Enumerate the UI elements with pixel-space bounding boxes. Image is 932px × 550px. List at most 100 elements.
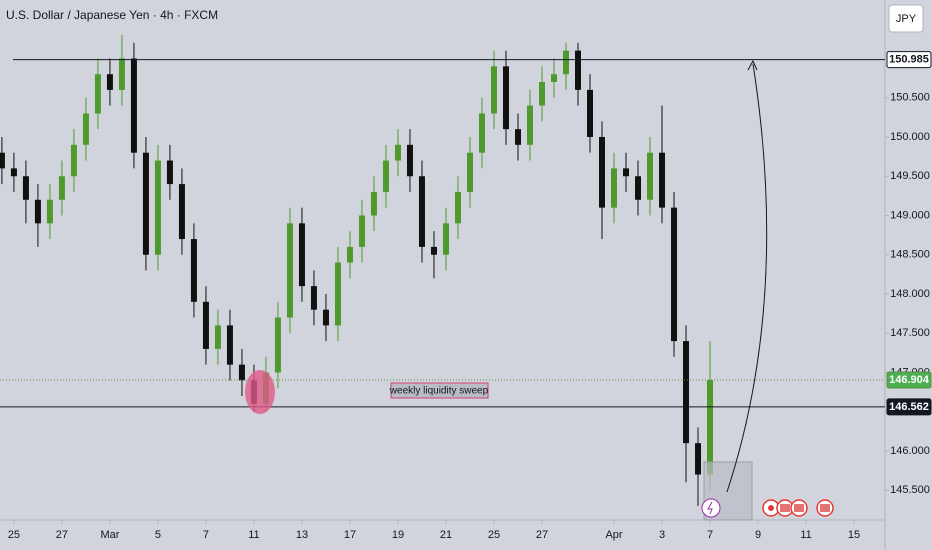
y-tick-label: 149.000: [890, 209, 930, 221]
candle-body: [418, 176, 425, 247]
candle-body: [466, 152, 473, 192]
candle-body: [142, 152, 149, 255]
x-tick-label: 25: [8, 529, 20, 541]
y-tick-label: 150.000: [890, 131, 930, 143]
candle-body: [130, 58, 137, 153]
candle-body: [226, 325, 233, 365]
candle-body: [659, 152, 666, 208]
candle-body: [514, 129, 521, 145]
candle-body: [154, 160, 161, 255]
x-tick-label: 13: [296, 529, 308, 541]
candle-body: [178, 184, 185, 240]
candle-body: [695, 443, 702, 475]
x-tick-label: 3: [659, 529, 665, 541]
arrow-head: [747, 59, 758, 71]
candle-body: [538, 82, 545, 106]
price-level-label: 146.562: [889, 401, 929, 413]
annotation: weekly liquidity sweep: [389, 386, 489, 397]
candle-body: [490, 66, 497, 114]
candle-body: [562, 50, 569, 75]
event-icon-glyph: [794, 504, 804, 512]
x-tick-label: 15: [848, 529, 860, 541]
x-tick-label: 27: [56, 529, 68, 541]
candle-body: [94, 74, 101, 114]
price-level-label: 150.985: [889, 54, 929, 66]
candle-body: [587, 89, 593, 137]
candle-body: [10, 168, 17, 177]
x-tick-label: 7: [203, 529, 209, 541]
price-level-box: [886, 51, 932, 69]
candle-body: [286, 223, 293, 318]
currency-button[interactable]: [888, 4, 924, 33]
x-tick-label: 11: [248, 529, 259, 541]
y-tick-label: 147.500: [890, 327, 930, 339]
candle-body: [406, 144, 413, 177]
candle-body: [310, 286, 317, 310]
candle-body: [550, 74, 557, 83]
y-tick-label: 145.500: [890, 484, 930, 496]
candle-body: [611, 168, 618, 208]
x-tick-label: 19: [392, 529, 404, 541]
candle-body: [0, 152, 5, 169]
candle-body: [394, 144, 401, 161]
x-tick-label: Apr: [605, 529, 622, 541]
x-tick-label: 7: [707, 529, 713, 541]
y-tick-label: 148.000: [890, 288, 930, 300]
candle-body: [635, 176, 642, 200]
event-icon-glyph: [768, 505, 774, 511]
candle-body: [82, 113, 89, 145]
candle-body: [34, 199, 41, 224]
candle-body: [442, 223, 449, 255]
sweep-marker: [245, 370, 275, 414]
candle-body: [334, 262, 341, 326]
candle-body: [683, 341, 690, 444]
event-icon-glyph: [707, 501, 713, 515]
candle-body: [46, 199, 53, 224]
candle-body: [647, 152, 654, 200]
candle-body: [202, 301, 209, 349]
candle-body: [358, 215, 365, 247]
projection-arrow: [726, 63, 768, 493]
price-level-box: [886, 371, 932, 389]
candle-body: [298, 223, 305, 287]
candle-body: [70, 144, 77, 177]
currency-label[interactable]: JPY: [896, 13, 917, 25]
candle-body: [22, 176, 29, 200]
candle-body: [274, 317, 281, 373]
candle-body: [526, 105, 533, 145]
candle-body: [346, 246, 353, 263]
candle-body: [118, 58, 125, 90]
candle-body: [58, 176, 65, 200]
x-tick-label: 11: [800, 529, 811, 541]
x-tick-label: 21: [440, 529, 452, 541]
x-tick-label: 17: [344, 529, 356, 541]
candle-body: [370, 191, 377, 216]
candle-body: [322, 309, 329, 326]
candle-body: [707, 380, 714, 475]
price-level-label: 146.904: [889, 374, 930, 386]
candle-body: [214, 325, 221, 349]
x-tick-label: Mar: [100, 529, 119, 541]
candle-body: [238, 364, 245, 381]
candle-body: [106, 74, 113, 90]
y-tick-label: 148.500: [890, 249, 930, 261]
price-level-box: [886, 398, 932, 416]
y-tick-label: 150.500: [890, 92, 930, 104]
candle-body: [190, 239, 197, 302]
candle-body: [454, 191, 461, 224]
x-tick-label: 25: [488, 529, 500, 541]
candle-body: [574, 50, 581, 90]
event-icon[interactable]: [701, 498, 721, 518]
chart-title: U.S. Dollar / Japanese Yen · 4h · FXCM: [6, 8, 218, 22]
candle-body: [382, 160, 389, 192]
candle-body: [671, 207, 678, 342]
annotation-box: [390, 382, 489, 399]
event-icon-glyph: [820, 504, 830, 512]
candle-body: [623, 168, 630, 177]
event-icon-glyph: [780, 504, 790, 512]
x-tick-label: 9: [755, 529, 761, 541]
